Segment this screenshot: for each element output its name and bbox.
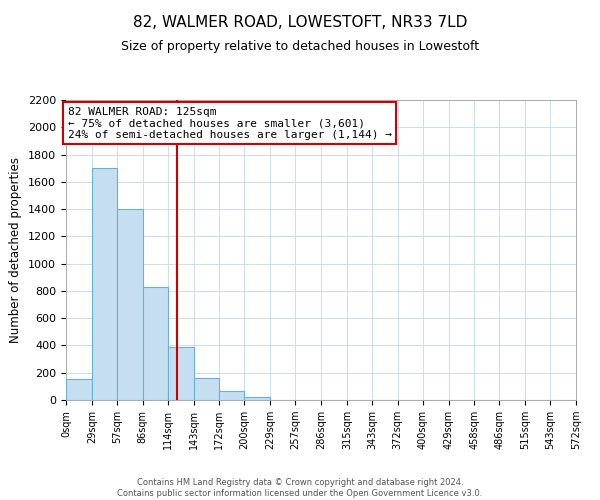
Text: 82, WALMER ROAD, LOWESTOFT, NR33 7LD: 82, WALMER ROAD, LOWESTOFT, NR33 7LD [133,15,467,30]
Text: Contains HM Land Registry data © Crown copyright and database right 2024.
Contai: Contains HM Land Registry data © Crown c… [118,478,482,498]
Bar [193,378,220,400]
Bar [244,396,270,400]
Text: 82 WALMER ROAD: 125sqm
← 75% of detached houses are smaller (3,601)
24% of semi-: 82 WALMER ROAD: 125sqm ← 75% of detached… [68,107,392,140]
Y-axis label: Number of detached properties: Number of detached properties [10,157,22,343]
Bar [220,391,244,400]
Bar [92,168,117,400]
Bar [66,379,92,400]
Bar [143,287,167,400]
Bar [117,209,143,400]
Bar [167,347,193,400]
Text: Size of property relative to detached houses in Lowestoft: Size of property relative to detached ho… [121,40,479,53]
